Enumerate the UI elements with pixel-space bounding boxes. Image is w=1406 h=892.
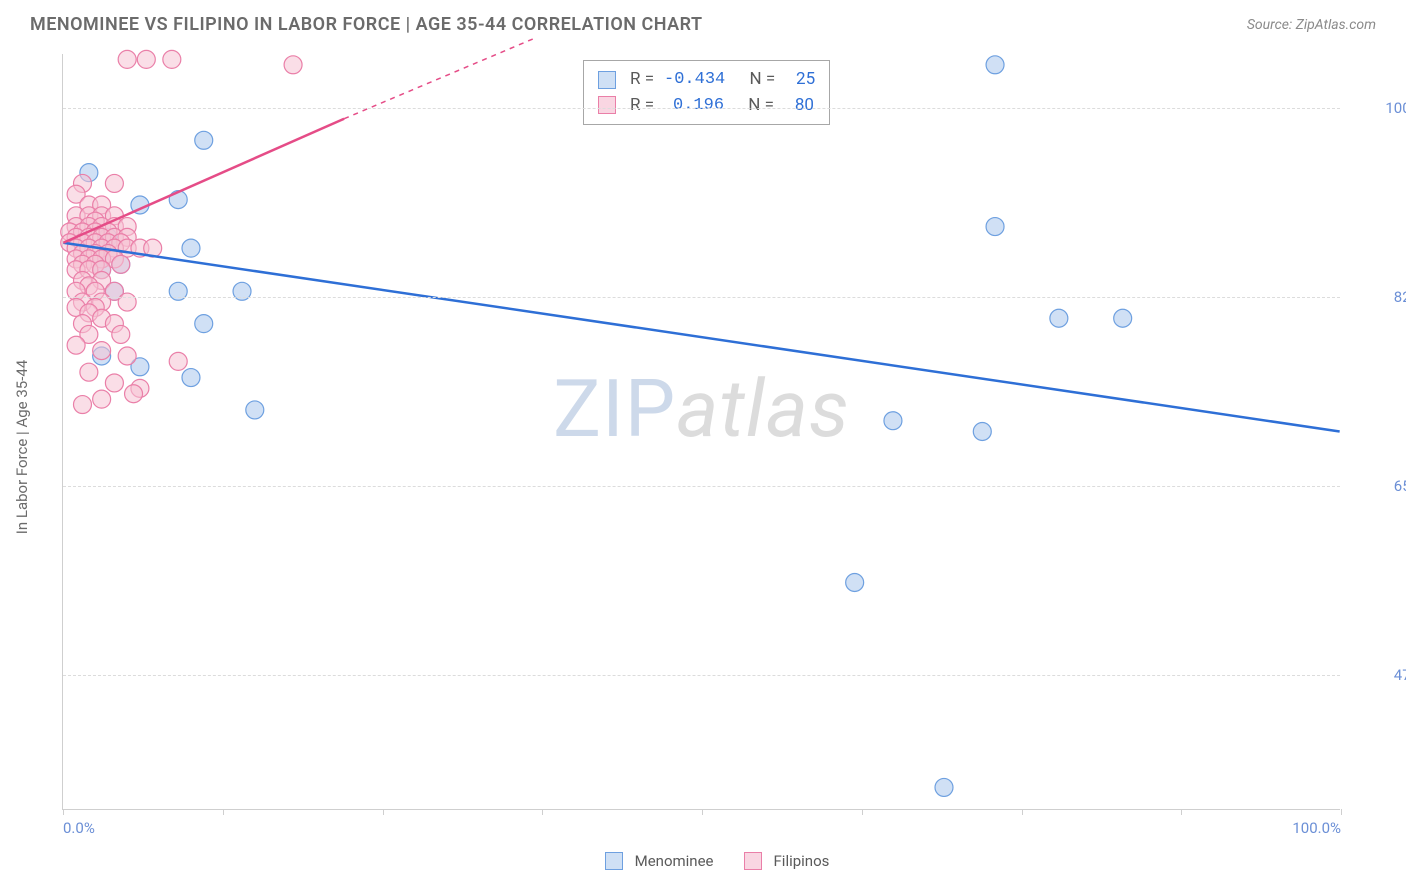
scatter-point xyxy=(195,315,213,333)
chart-title: MENOMINEE VS FILIPINO IN LABOR FORCE | A… xyxy=(30,14,703,35)
stats-swatch-icon xyxy=(598,96,616,114)
scatter-point xyxy=(137,50,155,68)
scatter-point xyxy=(182,239,200,257)
r-value: -0.434 xyxy=(664,67,725,93)
scatter-point xyxy=(118,347,136,365)
n-label: N = xyxy=(749,67,775,93)
r-label: R = xyxy=(630,93,654,119)
legend-label: Filipinos xyxy=(774,852,830,870)
legend: Menominee Filipinos xyxy=(62,852,1372,870)
gridline xyxy=(63,297,1340,298)
scatter-point xyxy=(163,50,181,68)
y-tick-label: 82.5% xyxy=(1394,288,1406,306)
plot-svg xyxy=(63,54,1340,809)
plot-area: ZIPatlas R = -0.434 N = 25 R = 0.196 N =… xyxy=(62,54,1340,810)
scatter-point xyxy=(169,352,187,370)
scatter-point xyxy=(118,50,136,68)
scatter-point xyxy=(1114,309,1132,327)
scatter-point xyxy=(125,385,143,403)
scatter-point xyxy=(93,342,111,360)
scatter-point xyxy=(118,293,136,311)
x-tick-mark xyxy=(542,809,543,815)
scatter-point xyxy=(112,255,130,273)
scatter-point xyxy=(67,336,85,354)
trend-line-filipinos-ext xyxy=(344,38,535,119)
gridline xyxy=(63,675,1340,676)
legend-item: Filipinos xyxy=(744,852,830,870)
n-label: N = xyxy=(748,93,774,119)
scatter-point xyxy=(112,325,130,343)
scatter-point xyxy=(986,56,1004,74)
scatter-point xyxy=(182,369,200,387)
scatter-point xyxy=(74,396,92,414)
y-tick-label: 47.5% xyxy=(1394,666,1406,684)
scatter-point xyxy=(246,401,264,419)
legend-label: Menominee xyxy=(635,852,714,870)
stats-row: R = 0.196 N = 80 xyxy=(598,93,815,119)
r-value: 0.196 xyxy=(664,93,724,119)
chart-header: MENOMINEE VS FILIPINO IN LABOR FORCE | A… xyxy=(0,0,1406,45)
stats-box: R = -0.434 N = 25 R = 0.196 N = 80 xyxy=(583,60,830,125)
x-tick-mark xyxy=(1341,809,1342,815)
x-tick-mark xyxy=(1022,809,1023,815)
scatter-point xyxy=(195,131,213,149)
scatter-point xyxy=(973,423,991,441)
plot-container: In Labor Force | Age 35-44 ZIPatlas R = … xyxy=(62,54,1372,840)
scatter-point xyxy=(105,174,123,192)
y-axis-label: In Labor Force | Age 35-44 xyxy=(13,360,31,534)
legend-swatch-icon xyxy=(605,852,623,870)
scatter-point xyxy=(846,574,864,592)
scatter-point xyxy=(105,374,123,392)
y-tick-label: 65.0% xyxy=(1394,477,1406,495)
x-tick-mark xyxy=(702,809,703,815)
r-label: R = xyxy=(630,67,654,93)
scatter-point xyxy=(93,390,111,408)
x-tick-mark xyxy=(862,809,863,815)
n-value: 25 xyxy=(785,67,815,93)
x-tick-mark xyxy=(223,809,224,815)
x-tick-label: 100.0% xyxy=(1292,819,1341,837)
legend-item: Menominee xyxy=(605,852,714,870)
legend-swatch-icon xyxy=(744,852,762,870)
scatter-point xyxy=(284,56,302,74)
scatter-point xyxy=(80,363,98,381)
x-tick-mark xyxy=(63,809,64,815)
source-credit: Source: ZipAtlas.com xyxy=(1247,17,1376,33)
stats-swatch-icon xyxy=(598,71,616,89)
scatter-point xyxy=(986,218,1004,236)
gridline xyxy=(63,108,1340,109)
scatter-point xyxy=(884,412,902,430)
x-tick-label: 0.0% xyxy=(63,819,95,837)
n-value: 80 xyxy=(784,93,814,119)
x-tick-mark xyxy=(383,809,384,815)
scatter-point xyxy=(935,778,953,796)
y-tick-label: 100.0% xyxy=(1385,99,1406,117)
x-tick-mark xyxy=(1181,809,1182,815)
stats-row: R = -0.434 N = 25 xyxy=(598,67,815,93)
gridline xyxy=(63,486,1340,487)
scatter-point xyxy=(1050,309,1068,327)
